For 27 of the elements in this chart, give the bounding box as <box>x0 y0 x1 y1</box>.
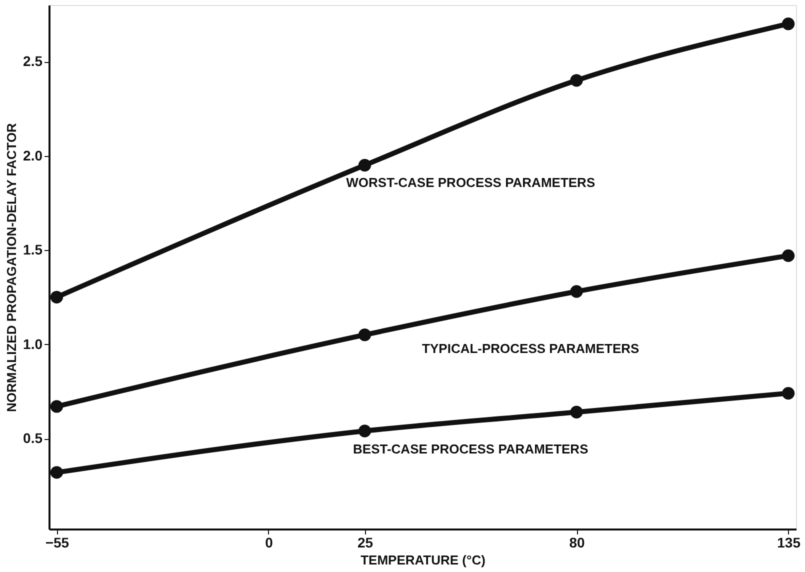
point <box>358 424 372 438</box>
point <box>570 285 583 298</box>
y-tick-label: 0.5 <box>23 430 43 446</box>
point <box>50 466 64 479</box>
point <box>570 406 583 418</box>
y-axis-title: NORMALIZED PROPAGATION-DELAY FACTOR <box>4 122 20 412</box>
point <box>50 290 64 304</box>
y-tick-label: 1.0 <box>23 336 43 352</box>
x-tick-label: 80 <box>569 534 586 550</box>
x-tick-label: 135 <box>777 534 801 550</box>
point <box>782 386 795 400</box>
y-tick-label: 1.5 <box>23 242 43 258</box>
series-label: WORST-CASE PROCESS PARAMETERS <box>346 174 596 190</box>
point <box>50 400 64 413</box>
point <box>782 249 795 262</box>
y-tick-label: 2.0 <box>23 147 43 164</box>
x-tick-label: −55 <box>45 534 70 550</box>
point <box>358 158 372 172</box>
point <box>782 18 795 30</box>
y-tick-label: 2.5 <box>23 53 43 70</box>
x-tick-label: 25 <box>357 534 374 550</box>
series-label: BEST-CASE PROCESS PARAMETERS <box>353 442 589 457</box>
x-axis-title: TEMPERATURE (°C) <box>360 552 486 568</box>
point <box>358 328 372 342</box>
series-label: TYPICAL-PROCESS PARAMETERS <box>422 341 640 356</box>
point <box>570 74 583 87</box>
x-tick-label: 0 <box>265 534 274 550</box>
